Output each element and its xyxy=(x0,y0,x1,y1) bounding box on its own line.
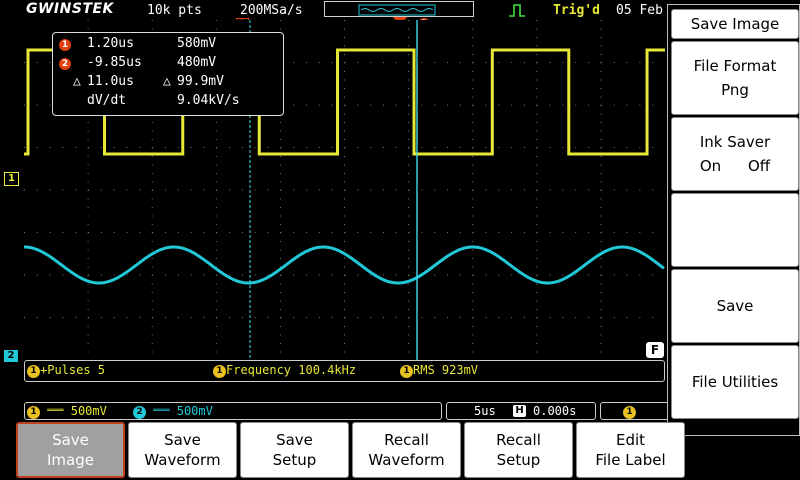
trigger-status: Trig'd xyxy=(553,3,600,18)
side-menu: Save Image File Format Png Ink Saver On … xyxy=(667,4,800,436)
delta-voltage: 99.9mV xyxy=(177,74,224,89)
save-setup-line1: Save xyxy=(276,431,313,449)
ink-saver-on: On xyxy=(699,157,722,175)
measurement-pulses-label: +Pulses 5 xyxy=(40,363,106,377)
edit-file-label-tab[interactable]: Edit File Label xyxy=(576,422,685,478)
ch2-scale-value: 500mV xyxy=(176,404,213,418)
memory-waveform-icon xyxy=(358,4,436,16)
save-image-tab[interactable]: Save Image xyxy=(16,422,125,478)
ch1-position-marker[interactable]: 1 xyxy=(4,172,19,186)
file-format-label: File Format xyxy=(693,57,777,75)
ch1-badge: 1 xyxy=(400,365,413,378)
horizontal-position-icon: H xyxy=(513,405,526,417)
trigger-edge-icon xyxy=(509,4,525,17)
file-format-button[interactable]: File Format Png xyxy=(671,41,799,115)
date-display: 05 Feb xyxy=(616,3,663,18)
ink-saver-label: Ink Saver xyxy=(699,133,771,151)
recall-waveform-tab[interactable]: Recall Waveform xyxy=(352,422,461,478)
edit-file-label-line1: Edit xyxy=(615,431,646,449)
measurement-pulses[interactable]: 1 +Pulses 5 xyxy=(27,363,105,378)
recall-setup-line2: Setup xyxy=(496,451,541,469)
horizontal-position-value: 0.000s xyxy=(533,404,577,418)
cursor-2-time: -9.85us xyxy=(87,55,142,70)
ch2-position-marker[interactable]: 2 xyxy=(4,350,18,362)
save-setup-line2: Setup xyxy=(272,451,317,469)
cursor-2-voltage: 480mV xyxy=(177,55,217,70)
timebase-value: 5us xyxy=(474,404,496,418)
side-menu-empty-slot xyxy=(671,193,799,267)
ink-saver-off: Off xyxy=(747,157,771,175)
fine-mode-flag: F xyxy=(646,342,664,358)
file-format-value: Png xyxy=(721,81,749,99)
record-length: 10k pts xyxy=(147,3,202,18)
measurement-frequency-label: Frequency 100.4kHz xyxy=(226,363,357,377)
measurement-frequency[interactable]: 1 Frequency 100.4kHz xyxy=(213,363,356,378)
brand-logo: GWINSTEK xyxy=(26,1,114,17)
cursor-readout-panel: 1 1.20us 580mV 2 -9.85us 480mV △ 11.0us … xyxy=(52,32,284,116)
save-image-line2: Image xyxy=(47,451,94,469)
recall-waveform-line1: Recall xyxy=(384,431,429,449)
trigger-source-badge: 1 xyxy=(623,404,636,419)
trigger-ch1-badge: 1 xyxy=(623,406,636,419)
recall-setup-line1: Recall xyxy=(496,431,541,449)
ch1-badge: 1 xyxy=(27,365,40,378)
sample-rate: 200MSa/s xyxy=(240,3,303,18)
ink-saver-button[interactable]: Ink Saver On Off xyxy=(671,117,799,191)
ch2-scale[interactable]: 2 ═══ 500mV xyxy=(133,404,213,419)
trigger-source-box[interactable]: 1 xyxy=(600,402,670,420)
ch1-scale[interactable]: 1 ═══ 500mV xyxy=(27,404,107,419)
ch2-waveform xyxy=(24,245,665,285)
save-waveform-line2: Waveform xyxy=(144,451,221,469)
ch1-badge: 1 xyxy=(213,365,226,378)
save-button[interactable]: Save xyxy=(671,269,799,343)
delta-time: 11.0us xyxy=(87,74,134,89)
measurement-rms[interactable]: 1 RMS 923mV xyxy=(400,363,478,378)
save-waveform-tab[interactable]: Save Waveform xyxy=(128,422,237,478)
delta-symbol: △ xyxy=(73,74,81,89)
recall-waveform-line2: Waveform xyxy=(368,451,445,469)
file-utilities-button[interactable]: File Utilities xyxy=(671,345,799,419)
recall-setup-tab[interactable]: Recall Setup xyxy=(464,422,573,478)
side-menu-title: Save Image xyxy=(671,9,799,39)
save-image-line1: Save xyxy=(52,431,89,449)
cursor-1-voltage: 580mV xyxy=(177,36,217,51)
cursor-2-badge: 2 xyxy=(59,58,71,70)
top-status-bar: GWINSTEK 10k pts 200MSa/s Trig'd 05 Feb xyxy=(0,0,800,20)
ch2-coupling-icon: ═══ xyxy=(153,406,170,416)
ch2-badge: 2 xyxy=(133,406,146,419)
cursor-1-time: 1.20us xyxy=(87,36,134,51)
ch1-badge: 1 xyxy=(27,406,40,419)
dvdt-label: dV/dt xyxy=(87,93,127,108)
measurement-bar: 1 +Pulses 5 1 Frequency 100.4kHz 1 RMS 923m… xyxy=(24,360,665,382)
timebase-box[interactable]: 5us H 0.000s xyxy=(446,402,596,420)
memory-position-bar xyxy=(324,1,474,17)
save-waveform-line1: Save xyxy=(164,431,201,449)
channel-scale-bar: 1 ═══ 500mV 2 ═══ 500mV xyxy=(24,402,442,420)
cursor-1-badge: 1 xyxy=(59,39,71,51)
delta-symbol-2: △ xyxy=(163,74,171,89)
edit-file-label-line2: File Label xyxy=(595,451,666,469)
ch1-scale-value: 500mV xyxy=(70,404,107,418)
measurement-rms-label: RMS 923mV xyxy=(413,363,479,377)
save-setup-tab[interactable]: Save Setup xyxy=(240,422,349,478)
dvdt-value: 9.04kV/s xyxy=(177,93,240,108)
ch1-coupling-icon: ═══ xyxy=(47,406,64,416)
